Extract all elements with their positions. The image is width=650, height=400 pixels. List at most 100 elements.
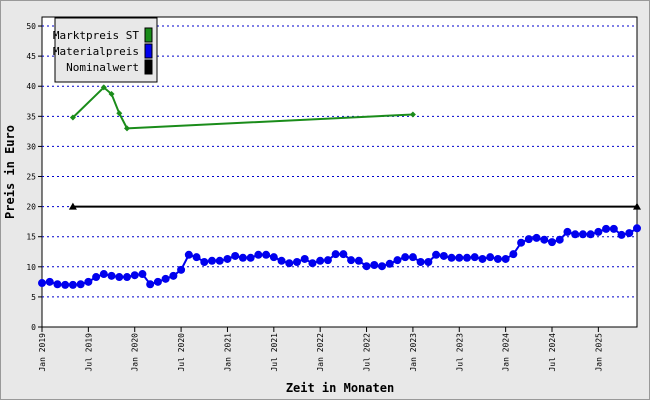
x-tick-label: Jan 2022 <box>316 333 325 372</box>
y-tick-label: 20 <box>26 203 36 212</box>
x-tick-label: Jul 2020 <box>177 333 186 372</box>
point <box>432 250 441 259</box>
point <box>177 265 186 274</box>
point <box>277 256 286 265</box>
point <box>100 84 107 91</box>
point <box>323 256 332 265</box>
point <box>38 279 46 288</box>
point <box>540 235 549 244</box>
point <box>215 256 224 265</box>
series-line <box>72 86 413 130</box>
point <box>563 227 572 236</box>
point <box>45 277 54 286</box>
point <box>246 253 255 262</box>
y-axis-label: Preis in Euro <box>3 125 17 219</box>
point <box>439 251 448 260</box>
point <box>123 273 131 282</box>
point <box>408 253 417 262</box>
point <box>633 202 641 210</box>
point <box>478 254 487 263</box>
point <box>99 270 108 279</box>
point <box>108 91 115 98</box>
point <box>447 253 456 262</box>
legend-swatch <box>144 43 153 59</box>
y-tick-label: 25 <box>26 173 36 182</box>
point <box>238 253 247 262</box>
point <box>625 229 634 238</box>
point <box>200 257 209 266</box>
x-tick-label: Jul 2024 <box>548 333 557 372</box>
y-tick-label: 40 <box>26 82 36 91</box>
point <box>517 238 526 247</box>
point <box>269 253 278 262</box>
x-tick-label: Jul 2022 <box>363 333 372 372</box>
point <box>609 224 618 233</box>
point <box>486 253 495 262</box>
legend-label: Marktpreis ST <box>53 29 139 42</box>
y-tick-label: 10 <box>26 263 36 272</box>
point <box>223 254 232 263</box>
point <box>571 230 580 239</box>
point <box>92 273 101 282</box>
x-axis-label: Zeit in Monaten <box>286 381 394 395</box>
y-tick-label: 30 <box>26 142 36 151</box>
point <box>354 256 363 265</box>
y-tick-label: 5 <box>31 293 36 302</box>
point <box>393 256 402 265</box>
point <box>76 280 85 289</box>
point <box>524 235 533 244</box>
point <box>254 250 263 259</box>
point <box>594 227 603 236</box>
point <box>347 256 356 265</box>
point <box>370 261 379 269</box>
point <box>409 111 416 118</box>
legend-swatch <box>144 59 153 75</box>
legend-label: Nominalwert <box>66 61 139 74</box>
point <box>115 273 124 282</box>
x-tick-label: Jul 2019 <box>84 333 93 372</box>
y-tick-label: 45 <box>26 52 36 61</box>
point <box>262 250 271 259</box>
point <box>555 235 564 244</box>
point <box>300 254 309 263</box>
x-tick-label: Jan 2021 <box>223 333 232 372</box>
point <box>161 274 170 283</box>
point <box>602 224 611 233</box>
legend-label: Materialpreis <box>53 45 139 58</box>
legend-box <box>54 17 158 83</box>
point <box>130 271 139 280</box>
legend-swatch <box>144 27 153 43</box>
x-tick-label: Jan 2020 <box>131 333 140 372</box>
point <box>501 254 510 263</box>
x-tick-label: Jan 2019 <box>38 333 47 372</box>
point <box>69 114 76 121</box>
point <box>192 253 201 262</box>
point <box>107 271 116 280</box>
point <box>184 250 193 259</box>
point <box>532 233 541 242</box>
point <box>84 277 93 286</box>
point <box>331 250 340 259</box>
point <box>578 230 587 239</box>
x-tick-label: Jan 2025 <box>594 333 603 372</box>
point <box>455 253 464 262</box>
x-tick-label: Jul 2023 <box>455 333 464 372</box>
point <box>633 224 641 233</box>
point <box>509 250 518 259</box>
point <box>285 259 294 268</box>
point <box>124 125 130 132</box>
y-tick-label: 15 <box>26 233 36 242</box>
point <box>463 253 471 262</box>
point <box>385 259 394 268</box>
point <box>548 238 556 247</box>
point <box>416 257 425 266</box>
point <box>424 257 433 266</box>
point <box>53 280 62 289</box>
point <box>293 257 301 266</box>
point <box>316 256 325 265</box>
y-tick-label: 0 <box>31 323 36 332</box>
point <box>68 202 77 210</box>
x-tick-label: Jul 2021 <box>270 333 279 372</box>
